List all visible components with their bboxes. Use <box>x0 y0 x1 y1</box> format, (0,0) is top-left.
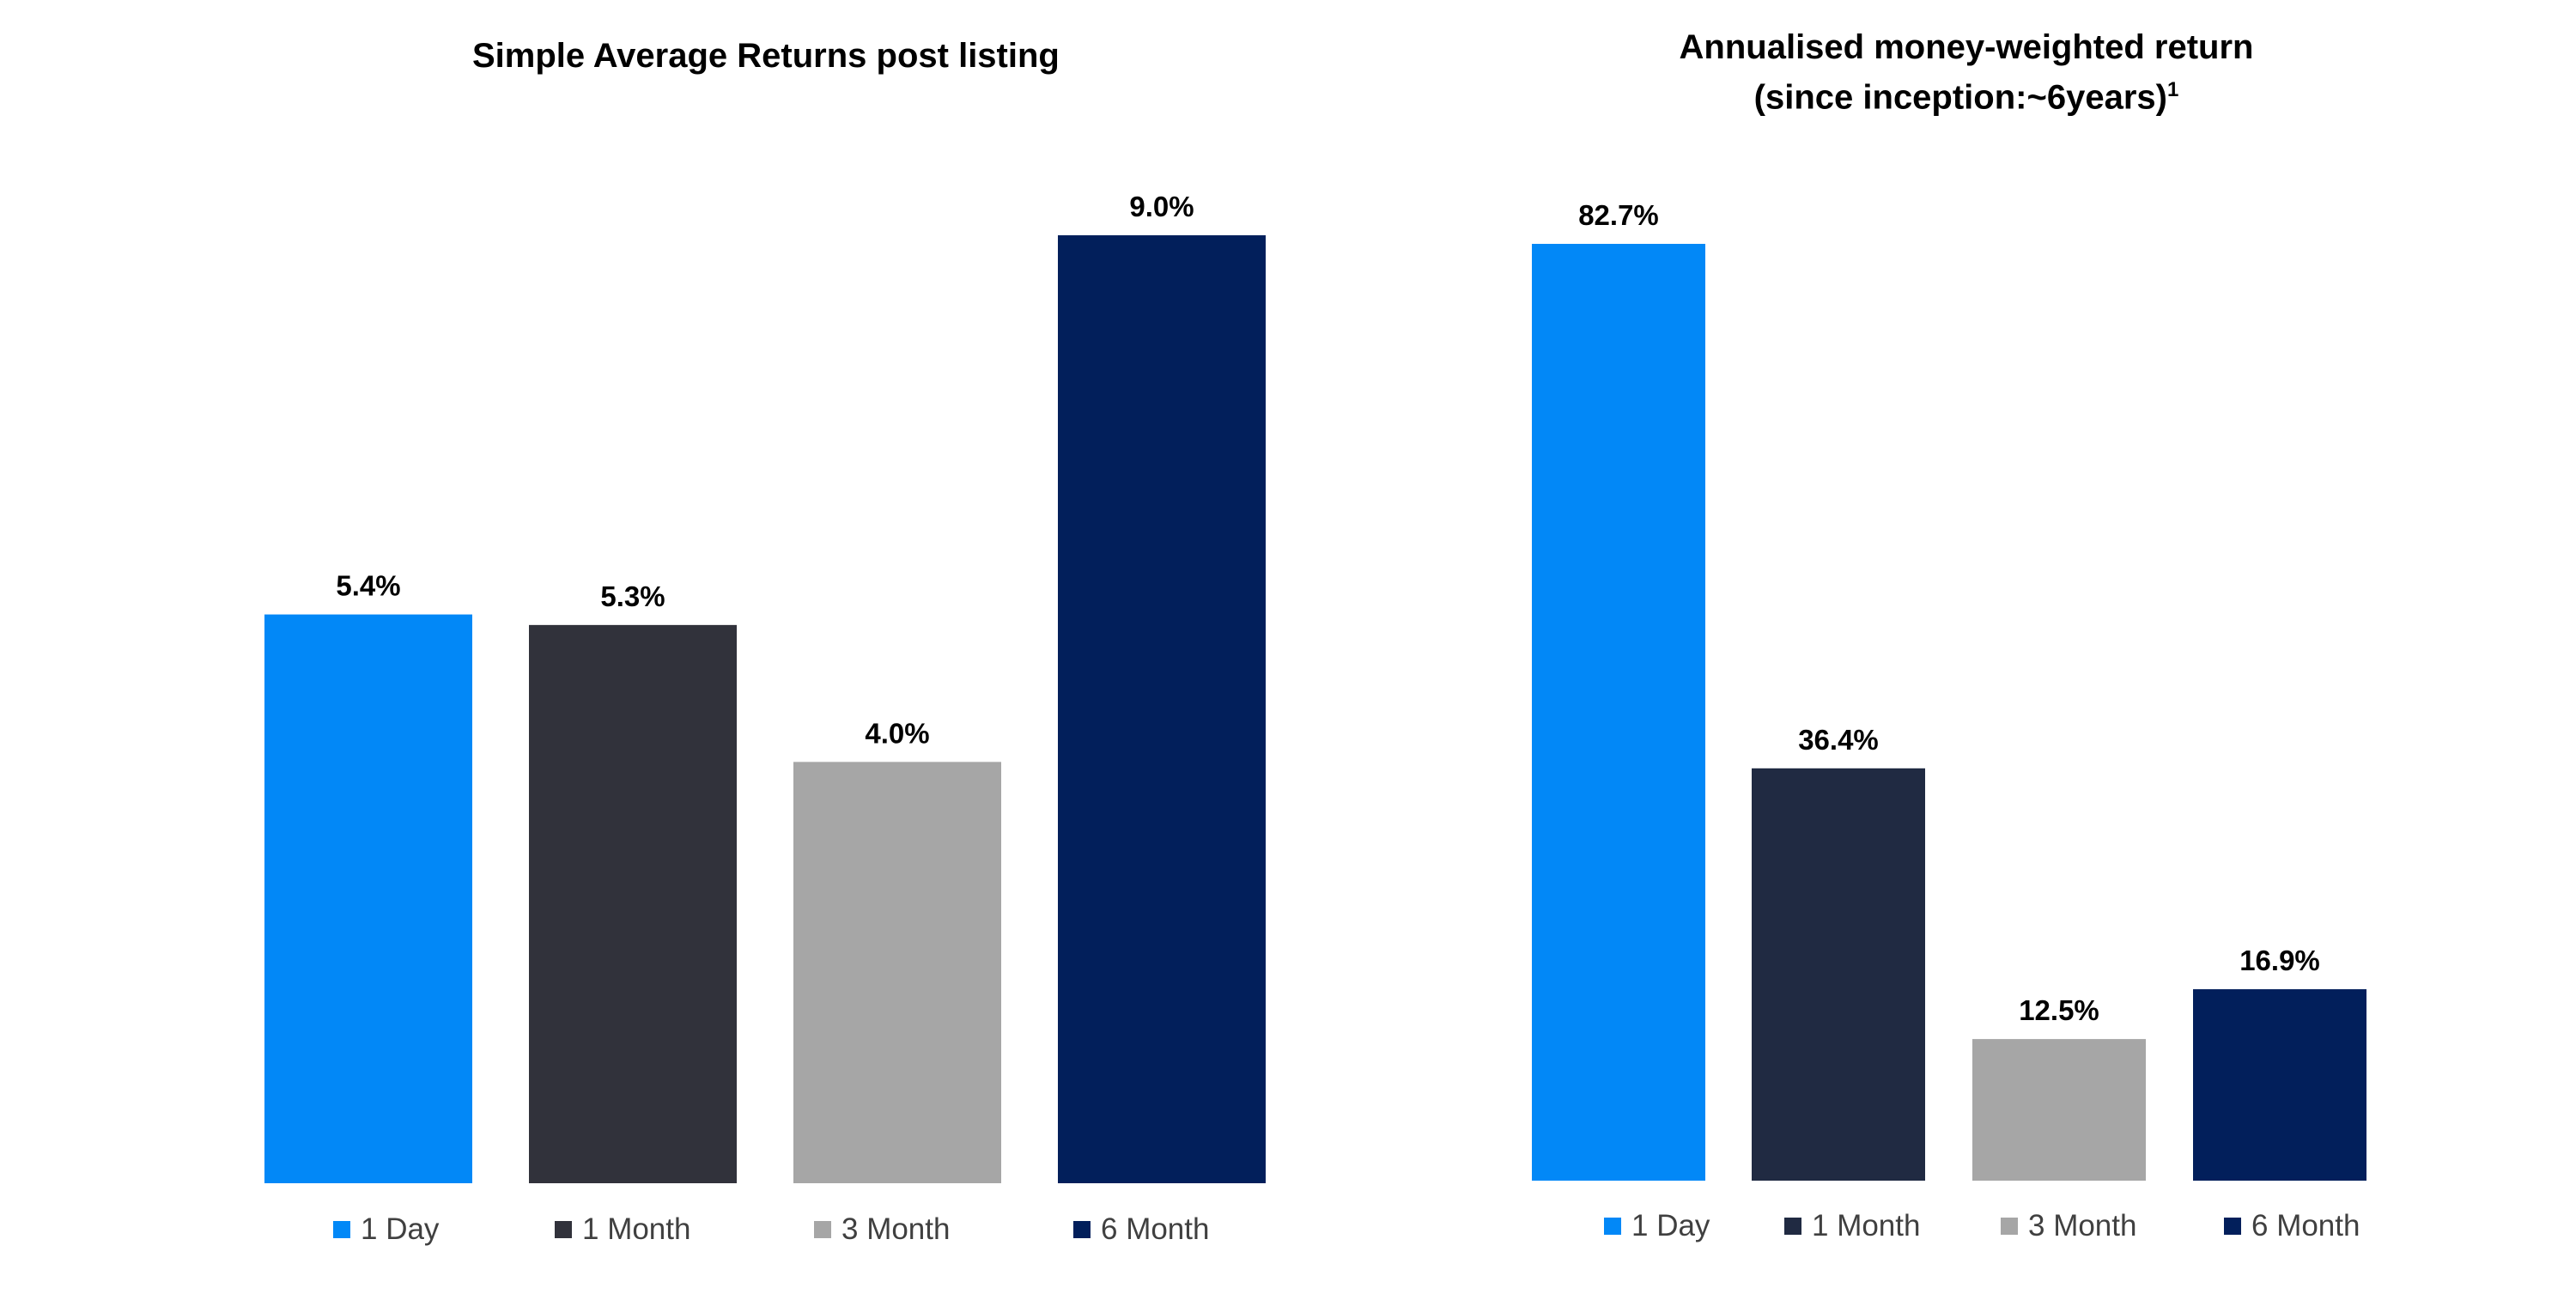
data-label: 36.4% <box>1798 724 1879 756</box>
legend-item: 3 Month <box>814 1212 950 1247</box>
legend-item: 6 Month <box>2224 1209 2360 1243</box>
footnote-marker: 1 <box>2166 78 2179 101</box>
legend-item: 6 Month <box>1073 1212 1209 1247</box>
legend-label: 6 Month <box>1101 1212 1210 1246</box>
data-label: 16.9% <box>2239 945 2320 976</box>
legend-label: 1 Day <box>361 1212 440 1246</box>
chart-title-line: Annualised money-weighted return <box>1679 28 2254 66</box>
legend-swatch <box>1784 1218 1801 1235</box>
data-label: 82.7% <box>1578 199 1659 231</box>
legend-swatch <box>555 1221 572 1238</box>
data-label: 4.0% <box>865 717 929 749</box>
bar-1-day <box>1532 244 1705 1181</box>
chart-title: Annualised money-weighted return (since … <box>1657 26 2275 118</box>
legend-label: 1 Month <box>1812 1209 1921 1242</box>
legend-swatch <box>333 1221 350 1238</box>
bar-6-month <box>2193 989 2366 1181</box>
chart-plot-area: 5.4% 5.3% 4.0% 9.0% <box>264 191 1266 1183</box>
legend-swatch <box>2224 1218 2241 1235</box>
legend-swatch <box>2001 1218 2018 1235</box>
legend-item: 1 Month <box>1784 1209 1920 1243</box>
legend-item: 3 Month <box>2001 1209 2136 1243</box>
bar-1-month <box>529 624 737 1183</box>
data-label: 5.3% <box>600 580 665 612</box>
bar-1-day <box>264 614 472 1183</box>
bar-6-month <box>1058 235 1266 1183</box>
legend-item: 1 Month <box>555 1212 690 1247</box>
legend-label: 3 Month <box>841 1212 951 1246</box>
legend-swatch <box>814 1221 831 1238</box>
legend-label: 6 Month <box>2251 1209 2360 1242</box>
legend-swatch <box>1604 1218 1621 1235</box>
data-label: 9.0% <box>1129 191 1194 222</box>
bar-3-month <box>1972 1039 2146 1181</box>
legend-label: 3 Month <box>2028 1209 2137 1242</box>
chart-subtitle: (since inception:~6years)1 <box>1657 69 2275 118</box>
bar-3-month <box>793 762 1001 1183</box>
legend-label: 1 Month <box>582 1212 691 1246</box>
legend-item: 1 Day <box>1604 1209 1710 1243</box>
chart-title: Simple Average Returns post listing <box>472 37 1060 75</box>
data-label: 12.5% <box>2019 994 2099 1026</box>
chart-subtitle-text: (since inception:~6years) <box>1753 78 2167 117</box>
bar-1-month <box>1752 768 1925 1181</box>
legend-label: 1 Day <box>1631 1209 1710 1242</box>
legend-swatch <box>1073 1221 1091 1238</box>
data-label: 5.4% <box>336 570 400 602</box>
legend-item: 1 Day <box>333 1212 439 1247</box>
